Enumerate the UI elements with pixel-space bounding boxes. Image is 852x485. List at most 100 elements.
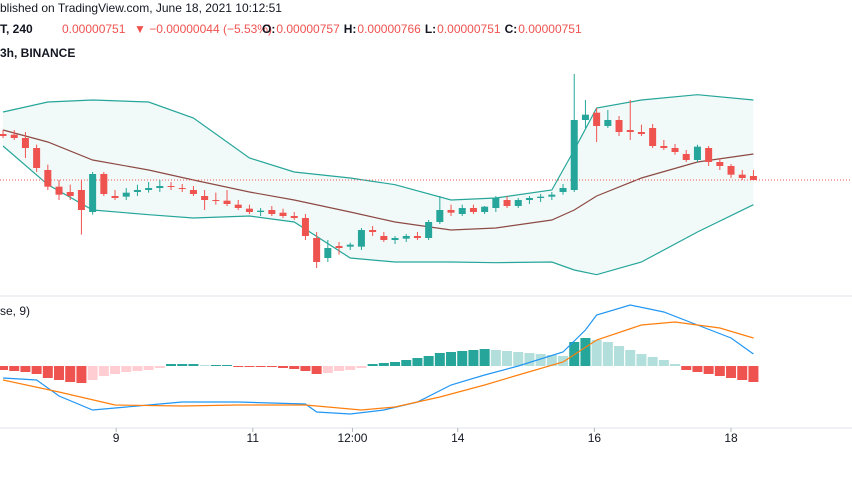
band-fill <box>3 94 754 275</box>
candle-body <box>458 208 466 214</box>
symbol: T, 240 <box>0 22 33 36</box>
candle-body <box>234 204 242 208</box>
candle-body <box>324 248 332 258</box>
ohlc: O: 0.00000757 H: 0.00000766 L: 0.00000751 C: 0.… <box>262 22 582 36</box>
candle-body <box>89 174 97 212</box>
candle-body <box>682 154 690 160</box>
histogram-bar <box>87 366 98 380</box>
candle-body <box>559 188 567 192</box>
histogram-bar <box>110 366 121 374</box>
candle-body <box>380 236 388 240</box>
candle-body <box>671 148 679 152</box>
x-tick-label: 14 <box>451 431 465 445</box>
histogram-bar <box>726 366 737 378</box>
price: 0.00000751 <box>62 22 126 36</box>
histogram-bar <box>9 366 20 371</box>
histogram-bar <box>490 350 501 366</box>
histogram-bar <box>625 350 636 366</box>
histogram-bar <box>266 366 277 367</box>
candle-body <box>66 192 74 196</box>
histogram-bar <box>614 346 625 366</box>
histogram-bar <box>65 366 76 382</box>
candle-body <box>301 218 309 236</box>
histogram-bar <box>703 366 714 374</box>
candle-body <box>727 166 735 175</box>
histogram-bar <box>188 364 199 366</box>
candle-body <box>525 198 533 200</box>
histogram-bar <box>322 366 333 373</box>
candle-body <box>357 230 365 247</box>
candle-body <box>705 148 713 162</box>
histogram-bar <box>311 366 322 374</box>
histogram-bar <box>222 365 233 366</box>
macd-line <box>2 321 754 411</box>
x-tick-label: 16 <box>588 431 602 445</box>
histogram-bar <box>591 340 602 366</box>
ohlc-value: 0.00000766 <box>357 22 421 36</box>
candle-body <box>660 146 668 148</box>
histogram-bar <box>132 366 143 371</box>
histogram-bar <box>513 352 524 366</box>
histogram-bar <box>289 366 300 369</box>
histogram-bar <box>210 365 221 366</box>
candle-body <box>268 210 276 214</box>
candle-body <box>369 230 377 232</box>
candle-body <box>693 146 701 160</box>
histogram-bar <box>670 364 681 366</box>
interval: 3h, BINANCE <box>0 46 75 60</box>
histogram-bar <box>647 357 658 366</box>
candle-body <box>447 210 455 213</box>
candle-body <box>77 190 85 210</box>
histogram-bar <box>154 366 165 368</box>
histogram-bar <box>278 366 289 368</box>
ohlc-label: O: <box>262 22 275 36</box>
candle-body <box>581 114 589 120</box>
candle-body <box>402 236 410 239</box>
candle-body <box>346 244 354 247</box>
histogram-bar <box>0 366 9 370</box>
candle-body <box>649 128 657 146</box>
candle-body <box>100 174 108 194</box>
candle-body <box>637 132 645 134</box>
histogram-bar <box>423 356 434 366</box>
ohlc-label: C: <box>505 22 518 36</box>
histogram-bar <box>367 364 378 366</box>
histogram-bar <box>356 366 367 368</box>
histogram-bar <box>345 366 356 370</box>
candle-body <box>111 196 119 198</box>
histogram-bar <box>479 349 490 366</box>
histogram-bar <box>446 352 457 366</box>
histogram-bar <box>468 350 479 366</box>
band-line <box>2 94 754 201</box>
candle-body <box>570 120 578 190</box>
histogram-bar <box>401 360 412 366</box>
candle-body <box>145 188 153 190</box>
candle-body <box>279 212 287 216</box>
candle-body <box>33 148 41 168</box>
histogram-bar <box>390 362 401 366</box>
candle-body <box>604 120 612 126</box>
histogram-bar <box>20 366 31 372</box>
candle-body <box>335 246 343 248</box>
candle-body <box>391 238 399 240</box>
histogram-bar <box>535 354 546 366</box>
candle-body <box>413 236 421 238</box>
candle-body <box>749 176 757 180</box>
histogram-bar <box>42 366 53 378</box>
candle-body <box>44 170 52 187</box>
candle-body <box>0 134 7 136</box>
candle-body <box>738 174 746 178</box>
candle-body <box>21 138 29 148</box>
histogram-bar <box>546 355 557 366</box>
histogram-bar <box>714 366 725 376</box>
histogram-bar <box>681 366 692 370</box>
histogram-bar <box>54 366 65 380</box>
candle-body <box>481 206 489 212</box>
candle-body <box>313 238 321 262</box>
ohlc-value: 0.00000751 <box>437 22 501 36</box>
x-tick-label: 11 <box>247 431 260 445</box>
candle-body <box>167 186 175 187</box>
candle-body <box>469 208 477 212</box>
